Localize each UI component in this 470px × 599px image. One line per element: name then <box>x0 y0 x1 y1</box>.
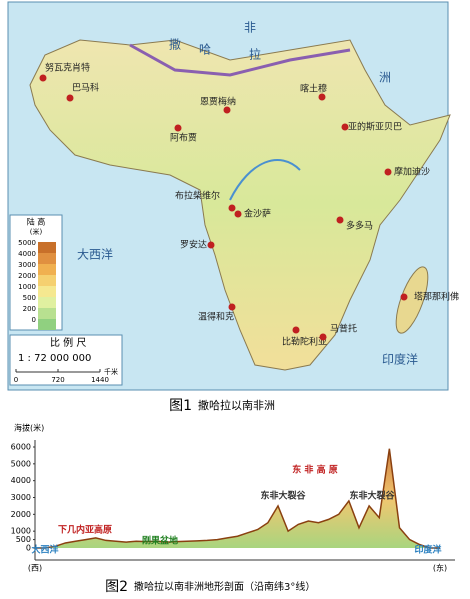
map-label: 印度洋 <box>382 352 418 367</box>
legend-swatch <box>38 264 56 275</box>
y-tick-label: 3000 <box>11 493 31 502</box>
legend-label: 1000 <box>18 283 36 291</box>
y-axis-label: 海拔(米) <box>14 423 44 433</box>
scale-tick-label: 0 <box>14 376 18 384</box>
city-label: 喀土穆 <box>300 83 327 95</box>
city-dot <box>207 241 215 249</box>
map-label: 洲 <box>379 71 391 85</box>
legend-swatch <box>38 286 56 297</box>
scale-unit: 千米 <box>104 367 118 376</box>
city-dot <box>400 293 408 301</box>
legend-label: 0 <box>32 316 36 324</box>
city-dot <box>292 326 300 334</box>
annotation: 东非大裂谷 <box>349 490 395 502</box>
legend-swatch <box>38 308 56 319</box>
city-label: 温得和克 <box>198 311 234 323</box>
scale-title: 比 例 尺 <box>50 336 86 349</box>
city-label: 努瓦克肖特 <box>45 62 90 74</box>
city-label: 阿布贾 <box>170 132 197 144</box>
y-tick-label: 1000 <box>11 527 31 536</box>
scale-ratio: 1 : 72 000 000 <box>18 353 91 364</box>
y-tick-label: 0 <box>26 544 31 553</box>
legend-label: 2000 <box>18 272 36 280</box>
city-label: 布拉柴维尔 <box>175 190 220 202</box>
city-dot <box>384 168 392 176</box>
city-dot <box>228 204 236 212</box>
city-label: 多多马 <box>346 220 373 232</box>
city-dot <box>228 303 236 311</box>
map-label: 拉 <box>249 47 261 62</box>
profile-area <box>35 448 440 548</box>
legend-label: 4000 <box>18 250 36 258</box>
annotation: 东非大裂谷 <box>260 490 306 502</box>
annotation: 大西洋 <box>31 544 58 556</box>
map-label: 大西洋 <box>77 247 113 262</box>
city-label: 马普托 <box>330 323 357 335</box>
city-label: 亚的斯亚贝巴 <box>348 121 402 133</box>
legend-unit: (米) <box>30 227 43 236</box>
legend-title: 陆 高 <box>27 217 46 227</box>
x-tick-label: (东) <box>433 563 447 573</box>
legend-swatch <box>38 242 56 253</box>
y-tick-label: 6000 <box>11 443 31 452</box>
annotation: 下几内亚高原 <box>58 524 112 536</box>
city-label: 塔那那利佛 <box>414 291 459 303</box>
city-dot <box>66 94 74 102</box>
scale-box <box>9 334 123 386</box>
scale-tick-label: 720 <box>51 376 64 384</box>
annotation: 印度洋 <box>414 544 441 556</box>
legend-swatch <box>38 319 56 330</box>
caption-number: 图2 <box>105 579 128 595</box>
legend-swatch <box>38 297 56 308</box>
city-dot <box>319 333 327 341</box>
scale-tick-label: 1440 <box>91 376 109 384</box>
caption-text: 撒哈拉以南非洲 <box>198 398 275 412</box>
profile-line <box>35 448 440 549</box>
city-dot <box>39 74 47 82</box>
y-tick-label: 5000 <box>11 459 31 468</box>
city-dot <box>174 124 182 132</box>
city-label: 巴马科 <box>72 82 99 94</box>
city-dot <box>341 123 349 131</box>
caption-text: 撒哈拉以南非洲地形剖面（沿南纬3°线） <box>134 580 315 593</box>
map-label: 非 <box>244 21 256 35</box>
caption-number: 图1 <box>169 398 192 414</box>
congo-river <box>229 159 301 201</box>
legend-swatch <box>38 253 56 264</box>
map-label: 哈 <box>199 43 211 57</box>
city-dot <box>234 210 242 218</box>
city-label: 罗安达 <box>180 239 207 251</box>
sahara-border <box>129 43 351 77</box>
city-dot <box>318 93 326 101</box>
legend-swatch <box>38 275 56 286</box>
city-dot <box>336 216 344 224</box>
legend-label: 3000 <box>18 261 36 269</box>
annotation: 东 非 高 原 <box>292 464 337 476</box>
legend-label: 5000 <box>18 239 36 247</box>
y-tick-label: 2000 <box>11 510 31 519</box>
legend-label: 200 <box>23 305 36 313</box>
annotation: 刚果盆地 <box>142 535 178 547</box>
city-label: 摩加迪沙 <box>394 166 430 178</box>
city-label: 恩贾梅纳 <box>200 96 236 108</box>
x-tick-label: (西) <box>28 564 42 573</box>
city-label: 金沙萨 <box>244 208 271 220</box>
city-label: 比勒陀利亚 <box>282 336 327 348</box>
africa <box>29 39 451 371</box>
y-tick-label: 500 <box>16 535 31 544</box>
legend-label: 500 <box>23 294 36 302</box>
city-dot <box>223 106 231 114</box>
y-tick-label: 4000 <box>11 476 31 485</box>
map-label: 撒 <box>169 37 181 52</box>
